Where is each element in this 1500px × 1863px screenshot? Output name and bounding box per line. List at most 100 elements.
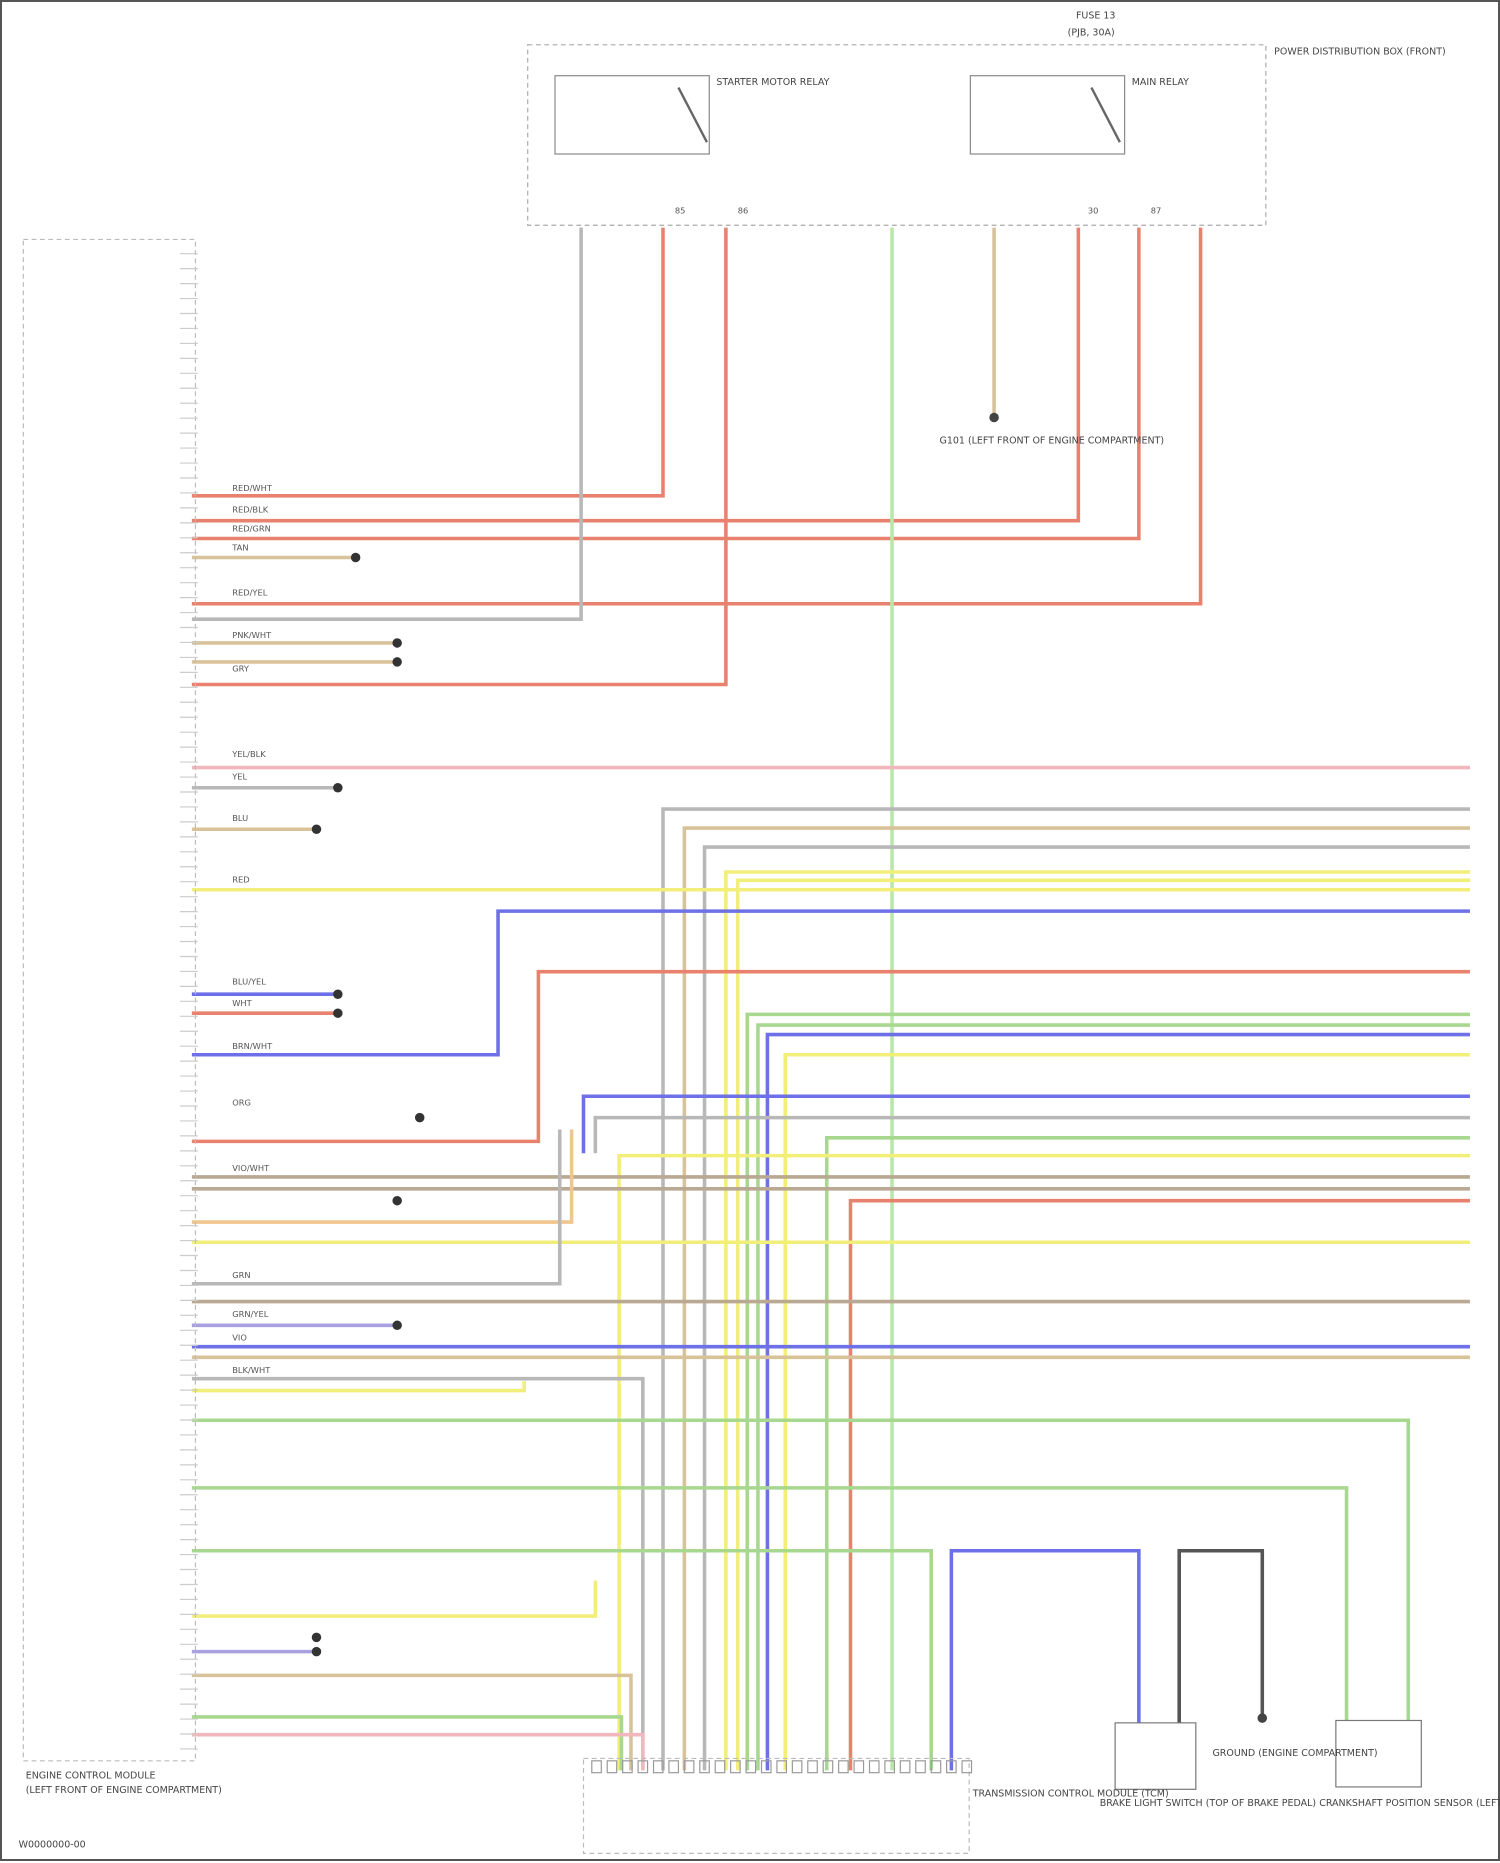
tcm-pin bbox=[637, 1760, 649, 1774]
wire-red bbox=[191, 969, 1470, 1144]
tcm-pin bbox=[714, 1760, 726, 1774]
wire-grey bbox=[593, 1115, 1470, 1154]
wire-green bbox=[756, 1023, 1470, 1771]
wire-label: VIO/WHT bbox=[232, 1163, 270, 1173]
tcm-pin bbox=[745, 1760, 757, 1774]
pin-label: 87 bbox=[1151, 205, 1162, 215]
tcm-pin bbox=[961, 1760, 973, 1774]
wire-label: GRY bbox=[232, 663, 250, 673]
splice-dot bbox=[311, 824, 322, 835]
brake-switch-title: BRAKE LIGHT SWITCH (TOP OF BRAKE PEDAL) bbox=[1100, 1798, 1316, 1809]
wire-grey bbox=[191, 1129, 562, 1286]
wire-green bbox=[191, 1715, 624, 1771]
wire-grey bbox=[191, 227, 583, 621]
wire-tan bbox=[191, 1673, 633, 1771]
wire-label: RED/YEL bbox=[232, 587, 268, 597]
engine-control-module-box bbox=[22, 238, 197, 1762]
wire-label: ORG bbox=[232, 1098, 251, 1108]
splice-dot bbox=[333, 1008, 343, 1018]
relay-1-label: STARTER MOTOR RELAY bbox=[716, 77, 829, 88]
ecm-title-2: (LEFT FRONT OF ENGINE COMPARTMENT) bbox=[26, 1785, 222, 1796]
ground-dot bbox=[1257, 1713, 1268, 1723]
relay-1-box bbox=[554, 75, 710, 155]
wire-blue bbox=[581, 1094, 1470, 1154]
wire-label: WHT bbox=[232, 998, 252, 1008]
pin-label: 85 bbox=[675, 205, 686, 215]
splice-dot bbox=[414, 1112, 425, 1123]
transmission-control-module-box bbox=[582, 1757, 970, 1854]
tcm-pin bbox=[760, 1760, 772, 1774]
crankshaft-sensor-box bbox=[1335, 1719, 1422, 1788]
relay-2-label: MAIN RELAY bbox=[1132, 77, 1189, 88]
wire-orange bbox=[191, 1129, 574, 1224]
tcm-pin bbox=[807, 1760, 818, 1774]
wire-red bbox=[191, 227, 1081, 523]
fuse-label: FUSE 13 bbox=[1076, 11, 1116, 22]
tcm-pin bbox=[899, 1760, 911, 1774]
wire-green bbox=[191, 1548, 933, 1771]
splice-dot bbox=[989, 412, 999, 423]
wire-label: RED/BLK bbox=[232, 504, 269, 514]
wire-label: GRN/YEL bbox=[232, 1309, 269, 1319]
wire-yellow bbox=[735, 878, 1470, 1771]
wire-label: GRN bbox=[232, 1270, 250, 1280]
wire-yellow bbox=[617, 1153, 1470, 1771]
wire-label: BRN/WHT bbox=[232, 1041, 273, 1051]
fuse-sub-label: (PJB, 30A) bbox=[1068, 27, 1115, 38]
tcm-title: TRANSMISSION CONTROL MODULE (TCM) bbox=[972, 1788, 1169, 1799]
pin-label: 86 bbox=[738, 205, 749, 215]
tcm-pin bbox=[853, 1760, 865, 1774]
tcm-pin bbox=[776, 1760, 788, 1774]
wire-red bbox=[191, 227, 1141, 541]
tcm-pin bbox=[946, 1760, 957, 1774]
wire-yellow bbox=[724, 870, 1470, 1771]
tcm-pin bbox=[668, 1760, 680, 1774]
tcm-pin bbox=[730, 1760, 741, 1774]
splice-dot bbox=[392, 1195, 402, 1206]
tcm-pin bbox=[652, 1760, 664, 1774]
wire-label: RED bbox=[232, 875, 249, 885]
wire-blue bbox=[191, 909, 1470, 1057]
tcm-pin bbox=[822, 1760, 834, 1774]
relay-2-box bbox=[969, 75, 1126, 155]
module-label: POWER DISTRIBUTION BOX (FRONT) bbox=[1274, 46, 1446, 57]
splice-dot bbox=[311, 1632, 322, 1643]
tcm-pin bbox=[884, 1760, 895, 1774]
tcm-pin bbox=[791, 1760, 803, 1774]
wire-label: RED/GRN bbox=[232, 523, 271, 533]
wire-label: YEL/BLK bbox=[231, 749, 266, 759]
splice-dot bbox=[333, 989, 343, 999]
wire-label: YEL bbox=[231, 771, 247, 781]
tcm-pin bbox=[683, 1760, 695, 1774]
wire-label: BLU/YEL bbox=[232, 977, 266, 987]
wire-label: TAN bbox=[231, 542, 248, 552]
splice-dot bbox=[350, 552, 361, 563]
power-distribution-box bbox=[527, 44, 1267, 226]
relay-2-switch bbox=[1090, 87, 1121, 143]
tcm-pin bbox=[915, 1760, 926, 1774]
wire-label: BLU bbox=[232, 813, 248, 823]
wire-red bbox=[191, 227, 665, 498]
splice-dot bbox=[392, 638, 402, 648]
wire-blue bbox=[949, 1548, 1141, 1771]
ecm-title-1: ENGINE CONTROL MODULE bbox=[26, 1771, 156, 1782]
wire-green bbox=[191, 1486, 1349, 1721]
wire-green bbox=[824, 1136, 1470, 1771]
ground-title: GROUND (ENGINE COMPARTMENT) bbox=[1212, 1748, 1377, 1759]
tcm-pin bbox=[606, 1760, 618, 1774]
wire-green bbox=[191, 1418, 1411, 1721]
footer-code: W0000000-00 bbox=[19, 1839, 86, 1850]
wire-label: BLK/WHT bbox=[232, 1365, 271, 1375]
wire-grey bbox=[702, 845, 1470, 1771]
wire-red bbox=[191, 227, 1203, 606]
wire-yellow bbox=[191, 1381, 526, 1393]
tcm-pin bbox=[868, 1760, 880, 1774]
wire-grey bbox=[661, 807, 1470, 1771]
tcm-pin bbox=[930, 1760, 942, 1774]
relay-1-switch bbox=[677, 87, 708, 143]
splice-dot bbox=[392, 657, 402, 667]
ground-label: G101 (LEFT FRONT OF ENGINE COMPARTMENT) bbox=[939, 436, 1164, 447]
crank-sensor-title: CRANKSHAFT POSITION SENSOR (LEFT REAR OF… bbox=[1319, 1798, 1500, 1809]
wire-label: PNK/WHT bbox=[232, 630, 272, 640]
